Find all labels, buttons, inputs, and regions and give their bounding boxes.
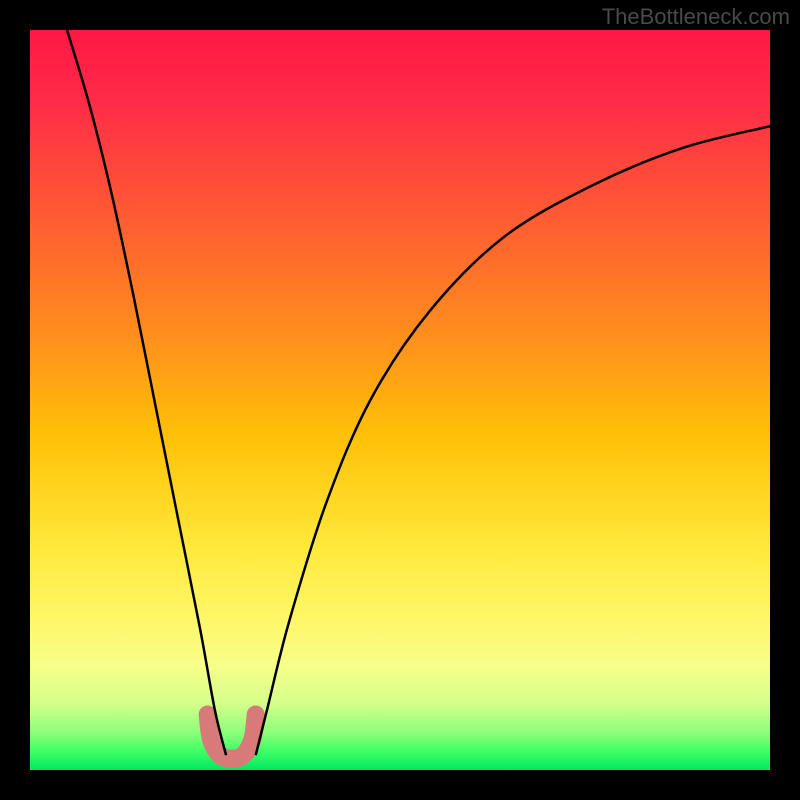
gradient-background (30, 30, 770, 770)
watermark-text: TheBottleneck.com (602, 4, 790, 30)
bottleneck-chart (0, 0, 800, 800)
chart-container: TheBottleneck.com (0, 0, 800, 800)
